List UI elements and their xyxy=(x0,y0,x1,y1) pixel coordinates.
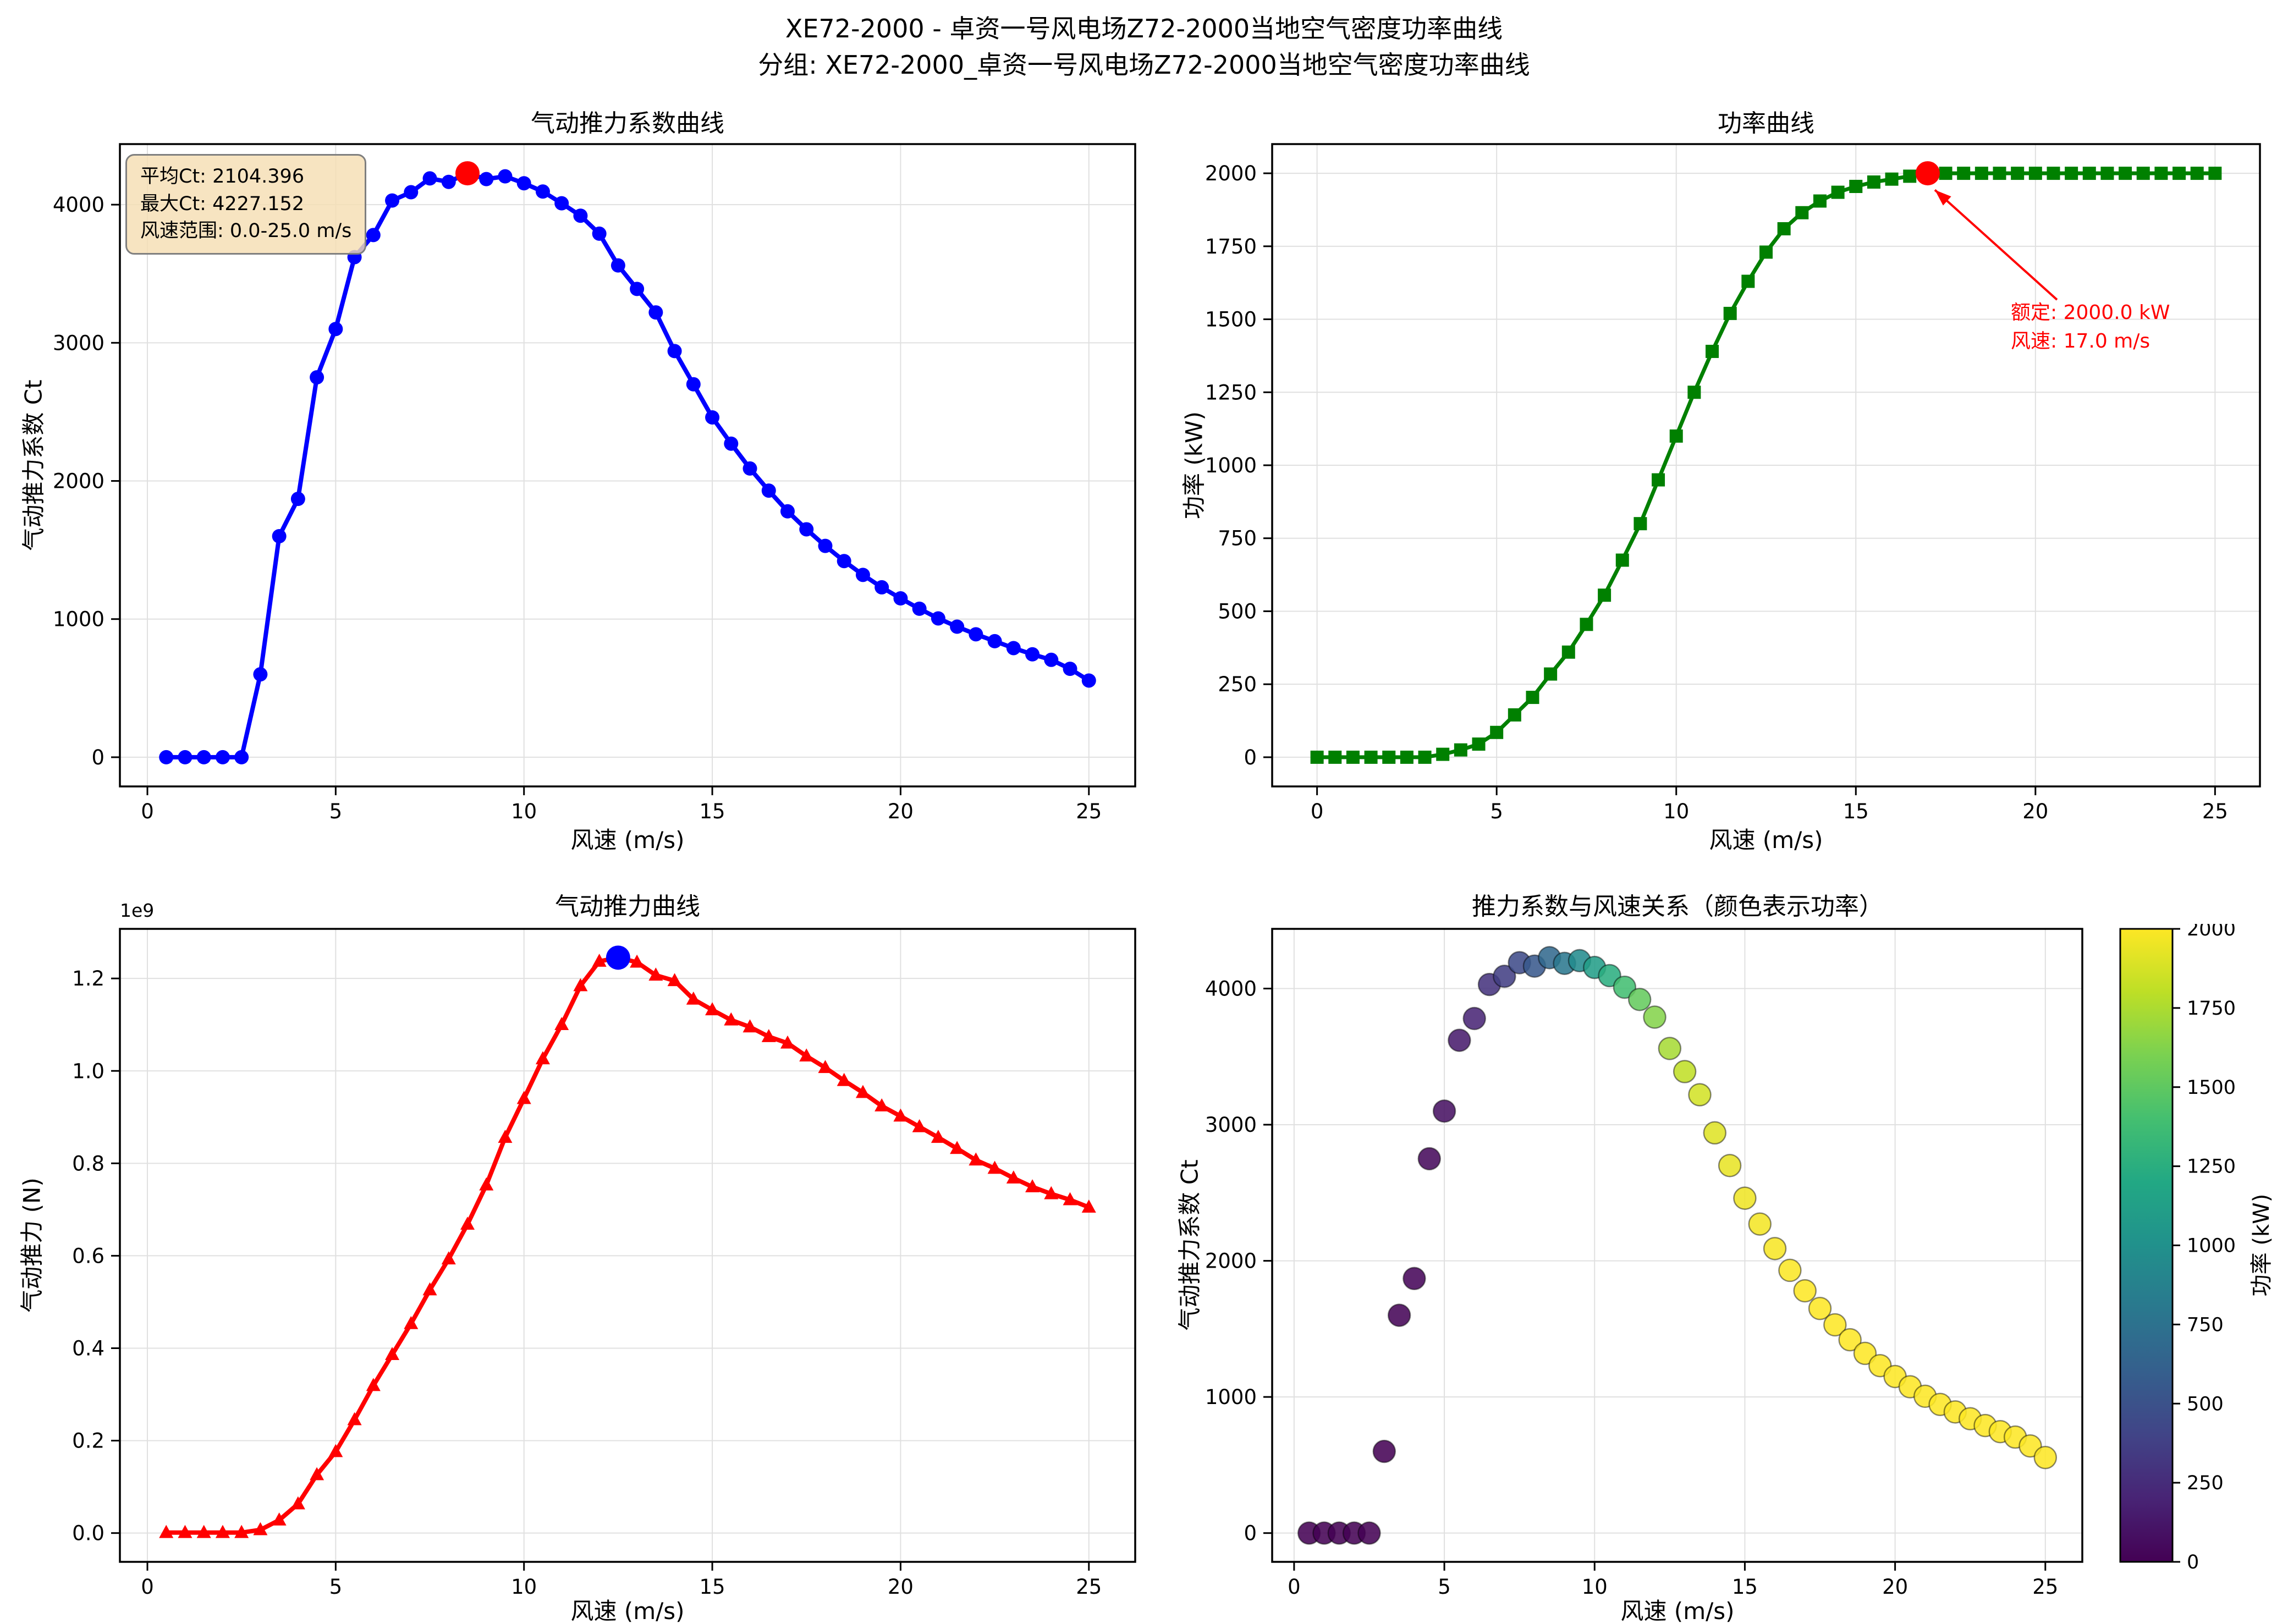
svg-text:15: 15 xyxy=(1732,1575,1758,1599)
scatter-xlabel: 风速 (m/s) xyxy=(1620,1598,1735,1624)
svg-text:2000: 2000 xyxy=(53,470,105,493)
thrust-curve-plot: 0 5 10 15 20 25 0.0 0.2 0.4 0.6 0.8 1.0 1.2 xyxy=(72,928,1136,1599)
svg-text:0.6: 0.6 xyxy=(72,1244,105,1268)
svg-text:2000: 2000 xyxy=(1205,162,1257,185)
svg-text:10: 10 xyxy=(1663,800,1689,823)
svg-text:1250: 1250 xyxy=(2187,1156,2236,1178)
svg-text:4000: 4000 xyxy=(53,193,105,217)
svg-text:10: 10 xyxy=(511,1575,537,1599)
svg-text:750: 750 xyxy=(2187,1314,2224,1336)
svg-text:1500: 1500 xyxy=(1205,308,1257,332)
svg-text:2000: 2000 xyxy=(1205,1249,1257,1273)
svg-text:5: 5 xyxy=(1438,1575,1451,1599)
svg-text:3000: 3000 xyxy=(53,331,105,355)
svg-text:1000: 1000 xyxy=(1205,454,1257,477)
ct-curve-plot: 0 5 10 15 20 25 0 1000 2000 3000 4000 xyxy=(53,143,1136,823)
svg-text:25: 25 xyxy=(2032,1575,2058,1599)
rated-power-line: 额定: 2000.0 kW xyxy=(2011,301,2170,324)
svg-text:5: 5 xyxy=(1490,800,1503,823)
svg-text:0: 0 xyxy=(1244,1522,1257,1545)
svg-text:0.2: 0.2 xyxy=(72,1429,105,1453)
svg-text:4000: 4000 xyxy=(1205,977,1257,1001)
power-curve-ylabel: 功率 (kW) xyxy=(1180,411,1208,519)
svg-text:1.2: 1.2 xyxy=(72,967,105,990)
svg-text:10: 10 xyxy=(1582,1575,1608,1599)
power-curve-title: 功率曲线 xyxy=(1718,109,1814,137)
svg-text:1000: 1000 xyxy=(53,608,105,631)
ct-stats-max: 最大Ct: 4227.152 xyxy=(140,192,305,215)
svg-text:0.0: 0.0 xyxy=(72,1522,105,1545)
svg-text:2000: 2000 xyxy=(2187,924,2236,940)
scatter-ylabel: 气动推力系数 Ct xyxy=(1176,1159,1203,1331)
thrust-curve-xlabel: 风速 (m/s) xyxy=(570,1598,685,1624)
thrust-curve-ylabel: 气动推力 (N) xyxy=(18,1177,46,1313)
thrust-curve-title: 气动推力曲线 xyxy=(555,893,700,921)
svg-text:0: 0 xyxy=(2187,1551,2199,1570)
ct-power-scatter-plot: 0 5 10 15 20 25 0 1000 2000 3000 4000 xyxy=(1205,928,2083,1599)
ct-curve-ylabel: 气动推力系数 Ct xyxy=(20,379,47,551)
svg-text:750: 750 xyxy=(1218,527,1257,550)
svg-text:0: 0 xyxy=(141,1575,154,1599)
ct-curve-xlabel: 风速 (m/s) xyxy=(570,827,685,854)
svg-text:250: 250 xyxy=(1218,673,1257,696)
scatter-title: 推力系数与风速关系（颜色表示功率） xyxy=(1472,893,1883,921)
svg-text:0: 0 xyxy=(1244,746,1257,769)
figure-suptitle-line1: XE72-2000 - 卓资一号风电场Z72-2000当地空气密度功率曲线 xyxy=(785,14,1503,43)
svg-text:1250: 1250 xyxy=(1205,381,1257,404)
svg-text:1000: 1000 xyxy=(1205,1385,1257,1409)
svg-text:3000: 3000 xyxy=(1205,1113,1257,1137)
svg-text:20: 20 xyxy=(888,1575,914,1599)
svg-text:1.0: 1.0 xyxy=(72,1059,105,1083)
svg-text:1500: 1500 xyxy=(2187,1077,2236,1099)
svg-text:0: 0 xyxy=(1288,1575,1301,1599)
svg-text:25: 25 xyxy=(1076,1575,1102,1599)
ct-curve-title: 气动推力系数曲线 xyxy=(531,109,724,137)
svg-text:0: 0 xyxy=(1311,800,1324,823)
svg-text:1750: 1750 xyxy=(1205,235,1257,258)
figure-suptitle-line2: 分组: XE72-2000_卓资一号风电场Z72-2000当地空气密度功率曲线 xyxy=(758,50,1530,80)
rated-windspeed-line: 风速: 17.0 m/s xyxy=(2011,330,2150,353)
svg-text:500: 500 xyxy=(1218,599,1257,623)
svg-text:250: 250 xyxy=(2187,1472,2224,1494)
svg-text:25: 25 xyxy=(2202,800,2228,823)
svg-text:5: 5 xyxy=(329,1575,343,1599)
power-curve-xlabel: 风速 (m/s) xyxy=(1709,827,1823,854)
ct-stats-mean: 平均Ct: 2104.396 xyxy=(140,166,305,188)
svg-text:10: 10 xyxy=(511,800,537,823)
svg-text:20: 20 xyxy=(1882,1575,1908,1599)
svg-text:0.4: 0.4 xyxy=(72,1336,105,1360)
svg-text:25: 25 xyxy=(1076,800,1102,823)
colorbar-label: 功率 (kW) xyxy=(2249,1193,2274,1297)
svg-text:15: 15 xyxy=(700,1575,725,1599)
svg-text:20: 20 xyxy=(888,800,914,823)
rated-power-annotation: 额定: 2000.0 kW 风速: 17.0 m/s xyxy=(2011,299,2170,356)
svg-text:0.8: 0.8 xyxy=(72,1152,105,1175)
svg-text:500: 500 xyxy=(2187,1393,2224,1415)
svg-text:0: 0 xyxy=(91,746,105,769)
ct-stats-range: 风速范围: 0.0-25.0 m/s xyxy=(140,220,352,243)
svg-text:5: 5 xyxy=(329,800,343,823)
thrust-axis-offset-text: 1e9 xyxy=(120,900,155,921)
svg-text:1750: 1750 xyxy=(2187,998,2236,1020)
svg-text:0: 0 xyxy=(141,800,154,823)
svg-text:1000: 1000 xyxy=(2187,1235,2236,1257)
power-colorbar: 0 250 500 750 1000 1250 1500 1750 2000 xyxy=(2119,924,2236,1570)
svg-text:20: 20 xyxy=(2022,800,2048,823)
svg-text:15: 15 xyxy=(700,800,725,823)
ct-stats-box: 平均Ct: 2104.396 最大Ct: 4227.152 风速范围: 0.0-… xyxy=(125,154,367,255)
svg-text:15: 15 xyxy=(1843,800,1869,823)
